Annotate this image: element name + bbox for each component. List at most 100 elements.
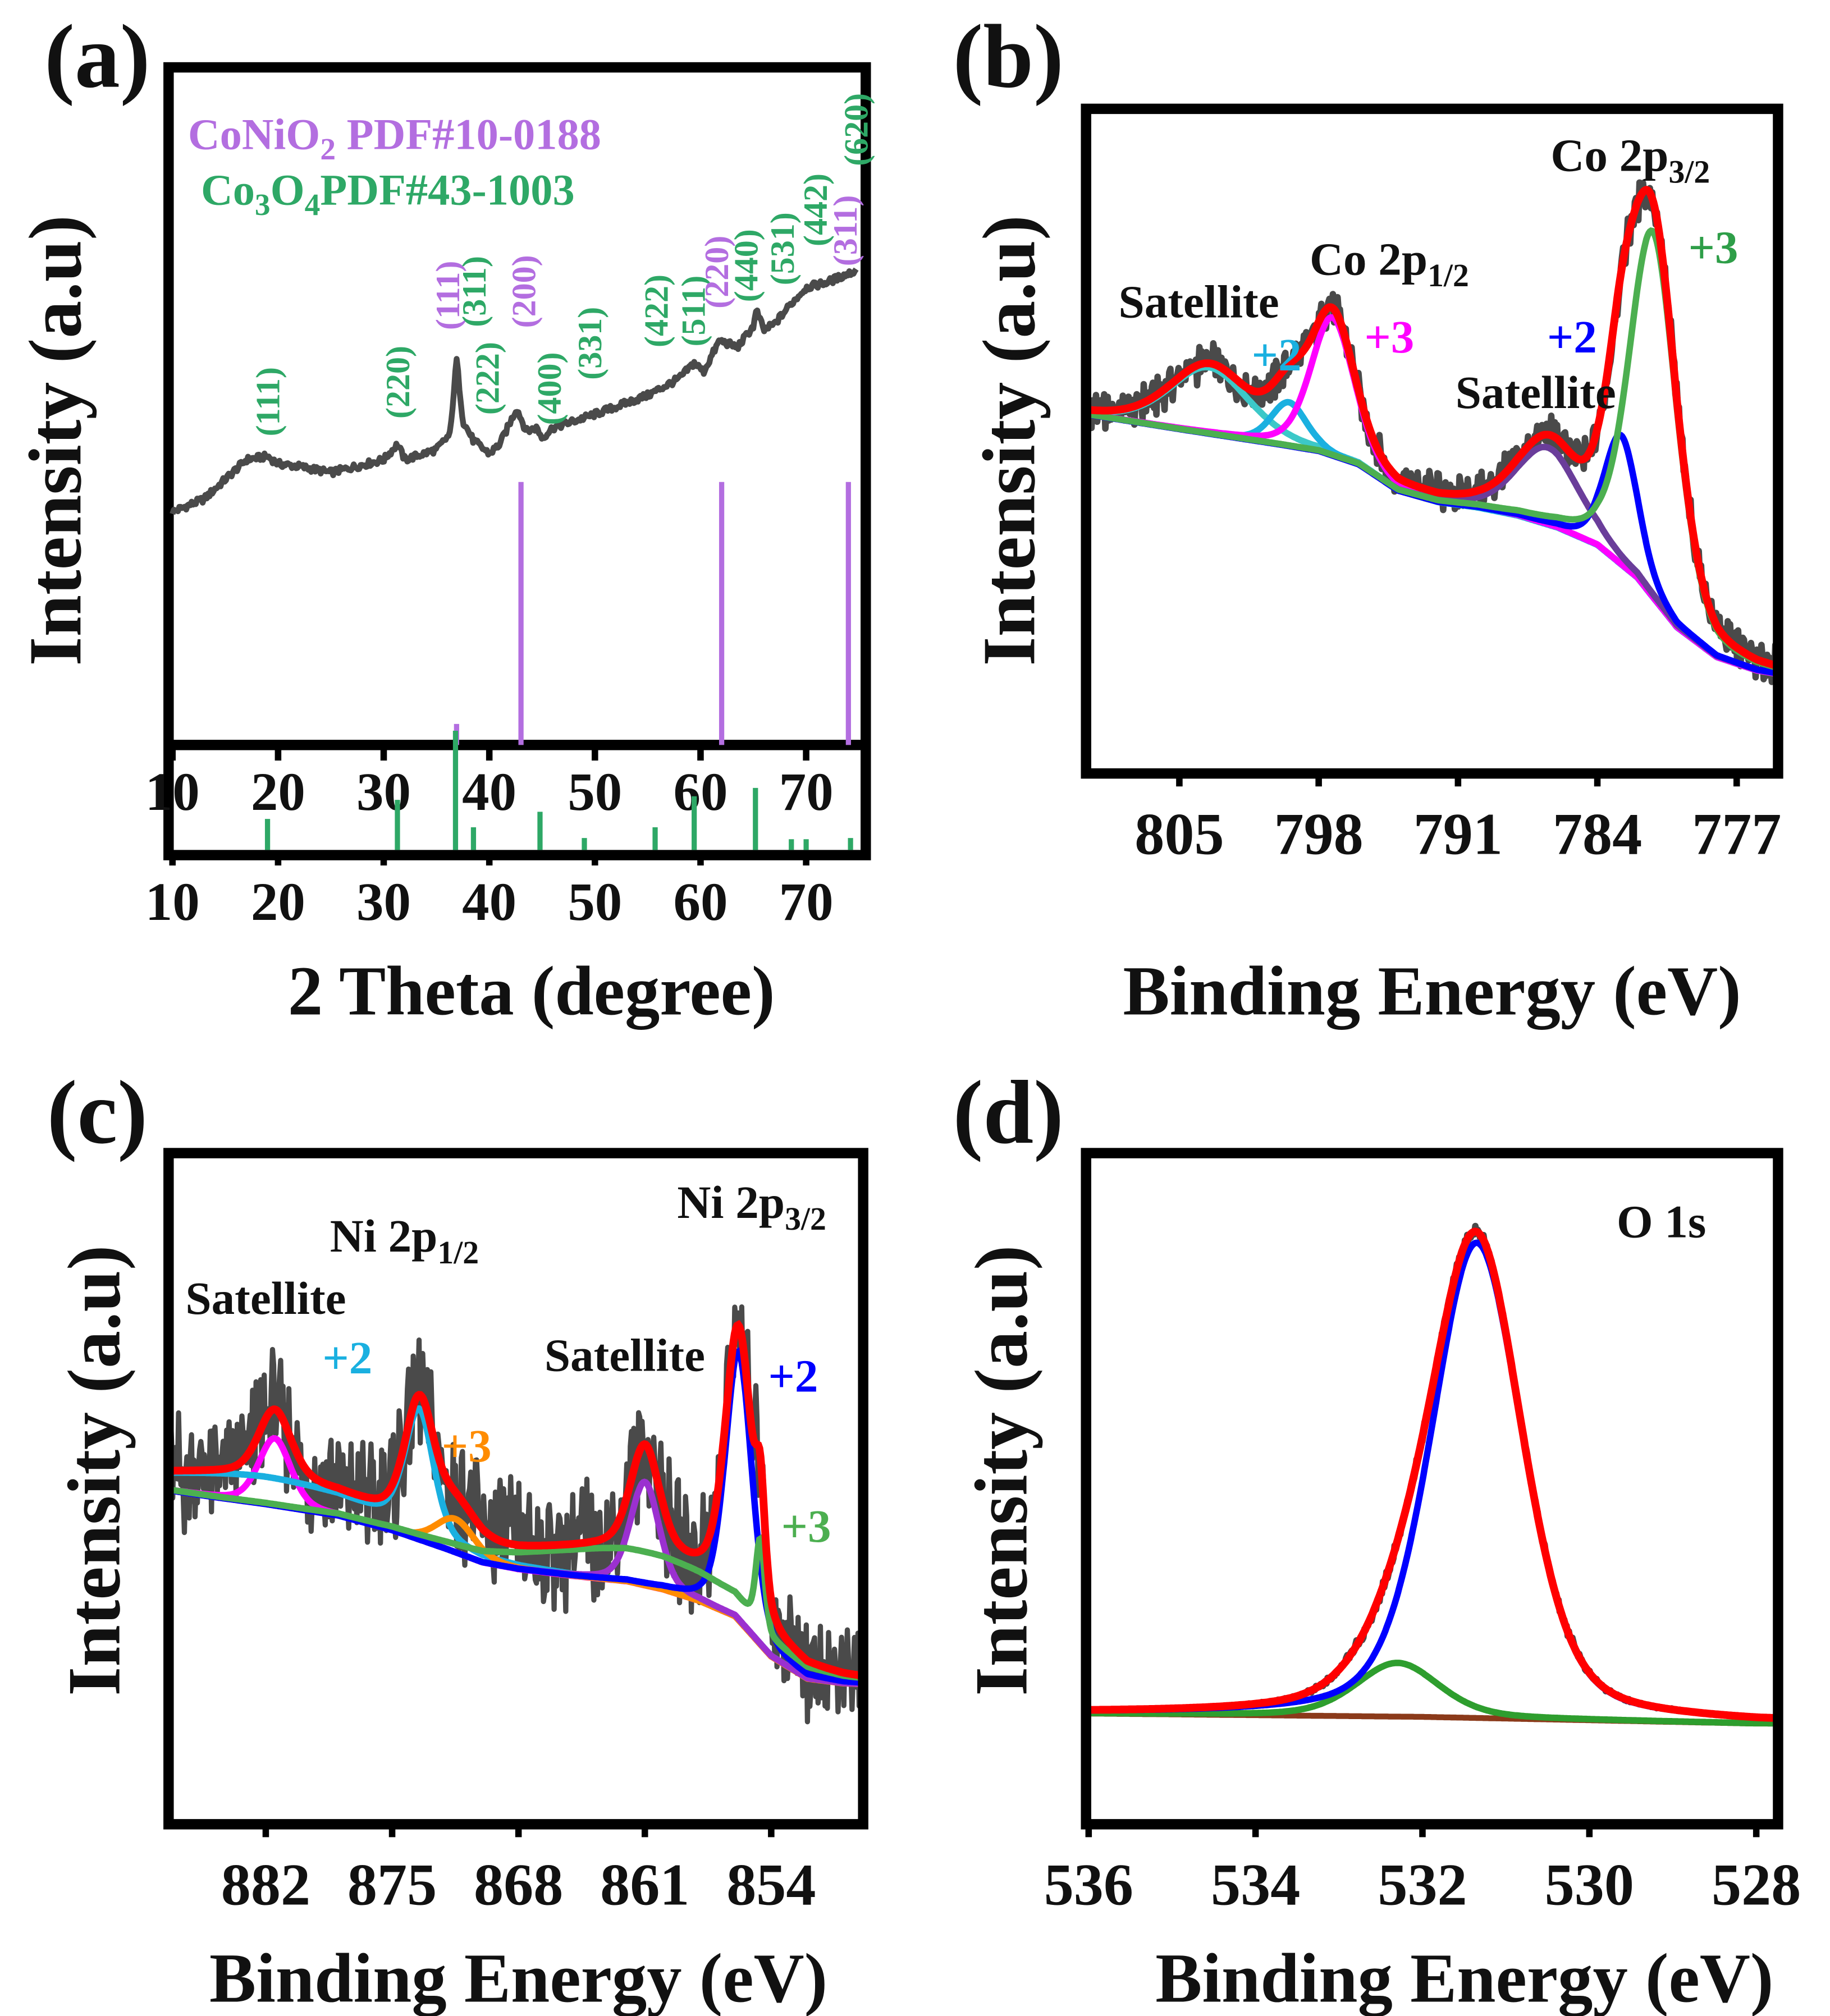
x-tick-label: 805 — [1134, 800, 1224, 867]
hkl-label: (111) — [249, 367, 286, 436]
x-tick-label: 534 — [1211, 1851, 1300, 1917]
x-axis-title: Binding Energy (eV) — [209, 1940, 827, 2016]
x-tick-label-inner: 70 — [779, 762, 834, 822]
chart-d-xps: 536 534 532 530 528 O 1s Intensity (a.u) Bindin… — [960, 1148, 1801, 2016]
fit-component-0 — [1086, 364, 1777, 677]
peak-annotation: Satellite — [545, 1329, 705, 1381]
x-axis-title: Binding Energy (eV) — [1123, 952, 1741, 1030]
peak-annotation: Co 2p3/2 — [1550, 130, 1710, 190]
fit-component-5 — [168, 1486, 862, 1681]
annotation-text: +3 — [442, 1420, 492, 1472]
peak-annotation: +3 — [442, 1420, 492, 1472]
plot-frame — [1081, 1148, 1783, 1830]
x-tick-label: 868 — [474, 1851, 563, 1917]
legend-text: PDF#43-1003 — [320, 166, 574, 214]
x-axis-title: Binding Energy (eV) — [1155, 1940, 1773, 2016]
annotation-text: Ni 2p — [677, 1176, 785, 1228]
x-tick-label: 532 — [1378, 1851, 1467, 1917]
x-tick-label: 875 — [347, 1851, 437, 1917]
annotation-subscript: 1/2 — [437, 1235, 479, 1271]
annotation-text: +2 — [768, 1350, 818, 1401]
x-tick-label: 30 — [356, 872, 411, 932]
annotation-text: Satellite — [185, 1272, 346, 1324]
annotation-text: +2 — [1547, 311, 1597, 363]
peak-annotation: +2 — [1252, 329, 1302, 381]
plot-frame — [163, 62, 871, 860]
peak-annotation: +3 — [1689, 222, 1738, 273]
annotation-subscript: 3/2 — [1668, 154, 1710, 190]
hkl-label: (311) — [827, 195, 864, 267]
fit-component-0 — [1088, 1660, 1778, 1727]
y-axis-title: Intensity (a.u) — [13, 215, 97, 666]
chart-a-xrd: 10 10 20 20 30 30 40 40 50 50 60 60 70 70 CoNiO2 PDF#1… — [13, 62, 875, 1030]
hkl-label: (111) — [429, 261, 466, 330]
x-tick-label: 20 — [251, 872, 305, 932]
plot-area — [1086, 179, 1778, 685]
x-tick-label: 50 — [568, 872, 622, 932]
x-tick-label: 60 — [673, 872, 728, 932]
legend-subscript: 2 — [320, 132, 336, 166]
hkl-label: (442) — [797, 173, 834, 246]
peak-annotation: +2 — [1547, 311, 1597, 363]
x-tick-label-inner: 20 — [251, 762, 305, 822]
x-tick-label: 882 — [221, 1851, 310, 1917]
annotation-text: Satellite — [545, 1329, 705, 1381]
x-tick-label: 861 — [600, 1851, 689, 1917]
peak-annotation: +3 — [781, 1500, 831, 1552]
legend-text: O — [271, 166, 305, 214]
x-tick-label: 528 — [1712, 1851, 1801, 1917]
peak-annotation: O 1s — [1617, 1196, 1706, 1248]
legend-subscript: 4 — [305, 187, 321, 222]
legend-text: PDF#10-0188 — [336, 109, 601, 158]
plot-frame — [1081, 103, 1783, 779]
x-tick-label-inner: 30 — [356, 762, 411, 822]
annotation-text: Ni 2p — [330, 1210, 438, 1262]
x-tick-label: 10 — [145, 872, 200, 932]
x-tick-label-inner: 40 — [462, 762, 516, 822]
hkl-label: (222) — [469, 342, 506, 415]
x-tick-label: 777 — [1692, 800, 1781, 867]
annotation-text: Co 2p — [1310, 233, 1428, 285]
plot-area — [1086, 1222, 1778, 1727]
annotation-subscript: 3/2 — [785, 1202, 826, 1237]
fit-component-3 — [1086, 410, 1777, 676]
hkl-label: (220) — [379, 346, 417, 419]
hkl-label: (331) — [571, 307, 609, 380]
x-tick-label-inner: 10 — [145, 762, 200, 822]
legend-subscript: 3 — [255, 187, 271, 222]
x-tick-label-inner: 60 — [673, 762, 728, 822]
fit-component-1 — [1086, 398, 1777, 677]
annotation-text: Satellite — [1118, 276, 1279, 328]
hkl-label: (440) — [728, 229, 765, 302]
hkl-label: (531) — [764, 212, 801, 285]
hkl-label: (200) — [506, 255, 543, 328]
annotation-text: +3 — [781, 1500, 831, 1552]
panel-label-c: (c) — [47, 1062, 148, 1162]
legend-text: Co — [201, 166, 255, 214]
experimental-data — [1086, 1222, 1778, 1722]
x-tick-label: 536 — [1044, 1851, 1133, 1917]
x-tick-label-inner: 50 — [568, 762, 622, 822]
peak-annotation: Co 2p1/2 — [1310, 233, 1469, 294]
hkl-label: (311) — [456, 256, 493, 327]
xrd-curve — [170, 267, 859, 515]
x-tick-label: 70 — [779, 872, 834, 932]
hkl-label: (511) — [675, 276, 712, 347]
peak-annotation: Satellite — [185, 1272, 346, 1324]
x-axis-title: 2 Theta (degree) — [288, 952, 775, 1030]
y-axis-title: Intensity (a.u) — [960, 1245, 1043, 1696]
x-tick-label: 40 — [462, 872, 516, 932]
annotation-text: +3 — [1364, 311, 1414, 363]
peak-annotation: +2 — [768, 1350, 818, 1401]
peak-annotation: Ni 2p3/2 — [677, 1176, 826, 1237]
peak-annotation: +3 — [1364, 311, 1414, 363]
x-tick-label: 791 — [1413, 800, 1503, 867]
fit-envelope — [1086, 185, 1778, 670]
x-tick-label: 854 — [726, 1851, 816, 1917]
legend-entry-0: CoNiO2 PDF#10-0188 — [188, 109, 601, 166]
annotation-text: Co 2p — [1550, 130, 1668, 181]
y-axis-title: Intensity (a.u) — [53, 1245, 136, 1696]
y-axis-title: Intensity (a.u) — [967, 215, 1050, 666]
legend-entry-1: Co3O4PDF#43-1003 — [201, 166, 575, 222]
